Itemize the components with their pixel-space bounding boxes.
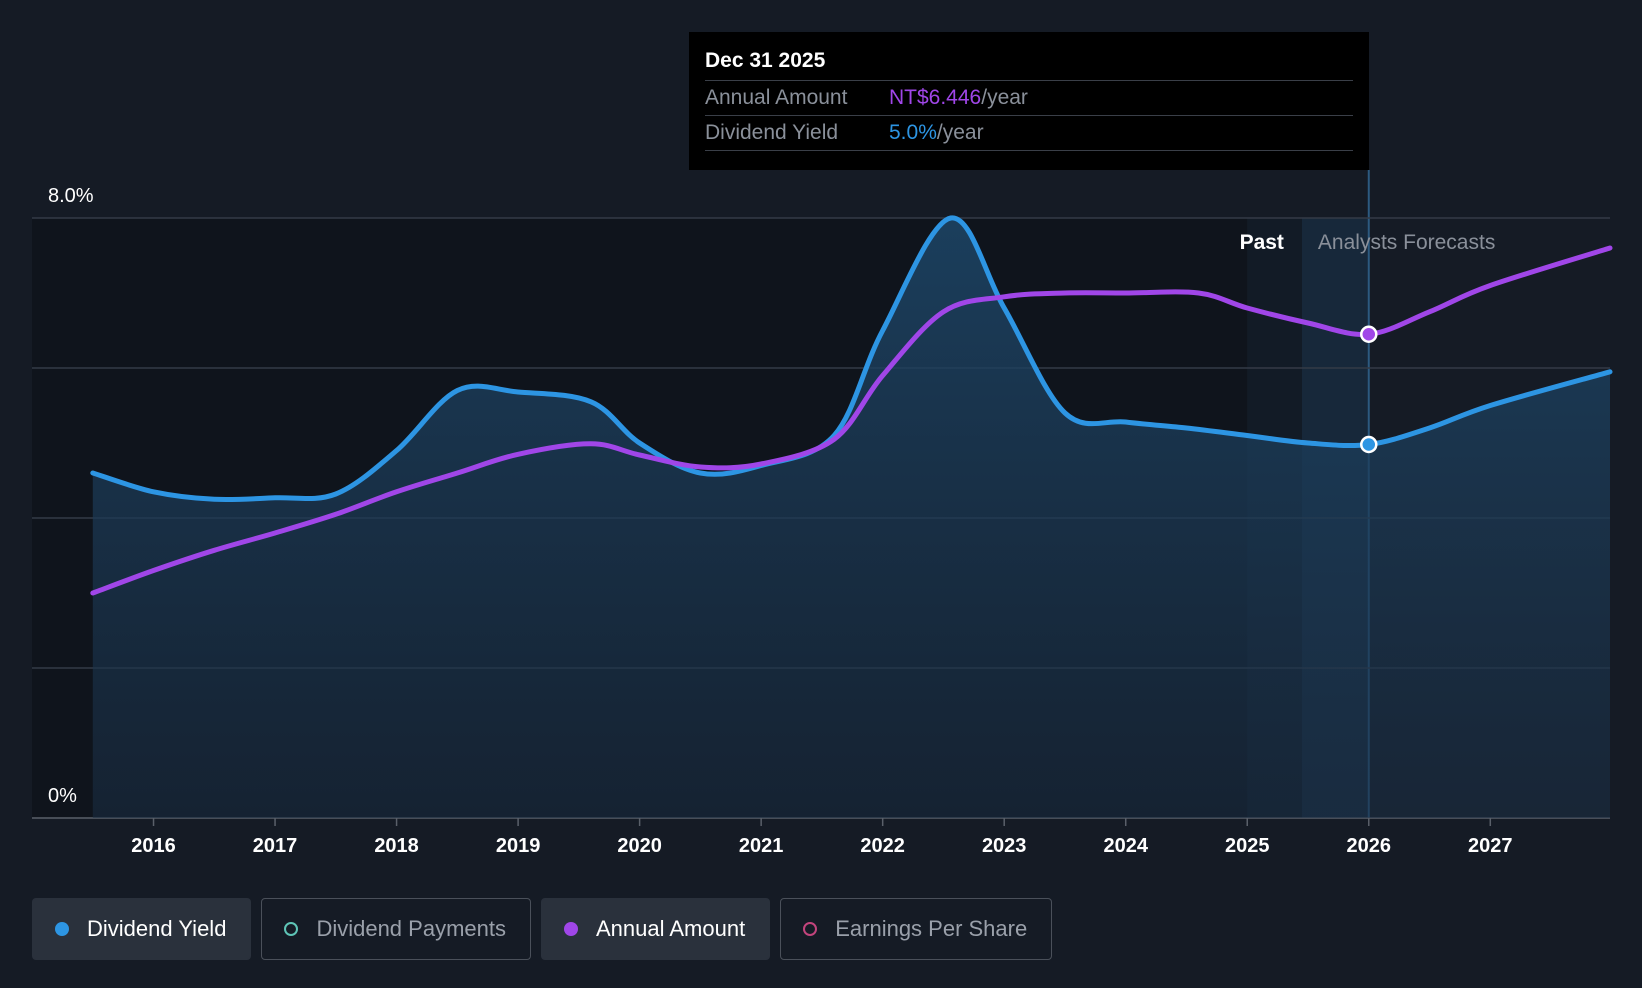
- tooltip-annual-amount-value: NT$6.446: [889, 86, 982, 109]
- annual-amount-line: [90, 245, 1613, 596]
- legend-label-annual-amount: Annual Amount: [595, 916, 746, 941]
- dividend-yield-dot-icon: [55, 922, 69, 936]
- dividend-yield-area: [92, 217, 1610, 819]
- earnings-per-share-ring-icon: [803, 922, 818, 936]
- x-tick-label: 2024: [1103, 835, 1148, 857]
- dividend-yield-current-marker: [1360, 435, 1378, 454]
- dividend-payments-ring-icon: [284, 922, 299, 936]
- annual-amount-current-marker: [1360, 325, 1378, 343]
- tooltip-date: Dec 31 2025: [705, 49, 826, 72]
- x-tick-label: 2018: [374, 835, 419, 857]
- tooltip-row-annual-amount: Annual Amount NT$6.446 /year: [705, 80, 1353, 115]
- tooltip-annual-amount-unit: /year: [981, 86, 1028, 109]
- tooltip-dividend-yield-unit: /year: [936, 121, 984, 144]
- tooltip-row-dividend-yield: Dividend Yield 5.0% /year: [705, 115, 1353, 151]
- tooltip-dividend-yield-label: Dividend Yield: [705, 121, 839, 144]
- tooltip-annual-amount-label: Annual Amount: [705, 86, 848, 109]
- legend-item-earnings-per-share[interactable]: Earnings Per Share: [780, 898, 1053, 960]
- legend-label-dividend-yield: Dividend Yield: [87, 916, 227, 941]
- x-tick-label: 2025: [1225, 835, 1270, 857]
- tooltip-dividend-yield-value: 5.0%: [889, 121, 937, 144]
- legend: Dividend Yield Dividend Payments Annual …: [32, 898, 1053, 960]
- past-label: Past: [1240, 231, 1284, 254]
- tooltip: Dec 31 2025 Annual Amount NT$6.446 /year…: [689, 32, 1369, 170]
- x-tick-label: 2020: [617, 835, 662, 857]
- y-axis-label-min: 0%: [48, 785, 77, 807]
- x-tick-label: 2017: [253, 835, 298, 857]
- legend-item-dividend-payments[interactable]: Dividend Payments: [261, 898, 531, 960]
- x-tick-label: 2027: [1468, 835, 1513, 857]
- annual-amount-dot-icon: [563, 922, 578, 936]
- x-tick-label: 2019: [496, 835, 541, 857]
- x-tick-label: 2026: [1347, 835, 1392, 857]
- forecast-label: Analysts Forecasts: [1318, 231, 1495, 254]
- legend-label-earnings-per-share: Earnings Per Share: [835, 916, 1028, 941]
- x-tick-label: 2023: [982, 835, 1027, 857]
- legend-item-dividend-yield[interactable]: Dividend Yield: [32, 898, 252, 960]
- legend-item-annual-amount[interactable]: Annual Amount: [540, 898, 771, 960]
- x-tick-label: 2016: [131, 835, 176, 857]
- legend-label-dividend-payments: Dividend Payments: [316, 916, 506, 941]
- dividend-yield-line: [90, 215, 1613, 503]
- y-axis-label-max: 8.0%: [48, 185, 94, 207]
- x-tick-label: 2021: [739, 835, 784, 857]
- x-tick-label: 2022: [860, 835, 905, 857]
